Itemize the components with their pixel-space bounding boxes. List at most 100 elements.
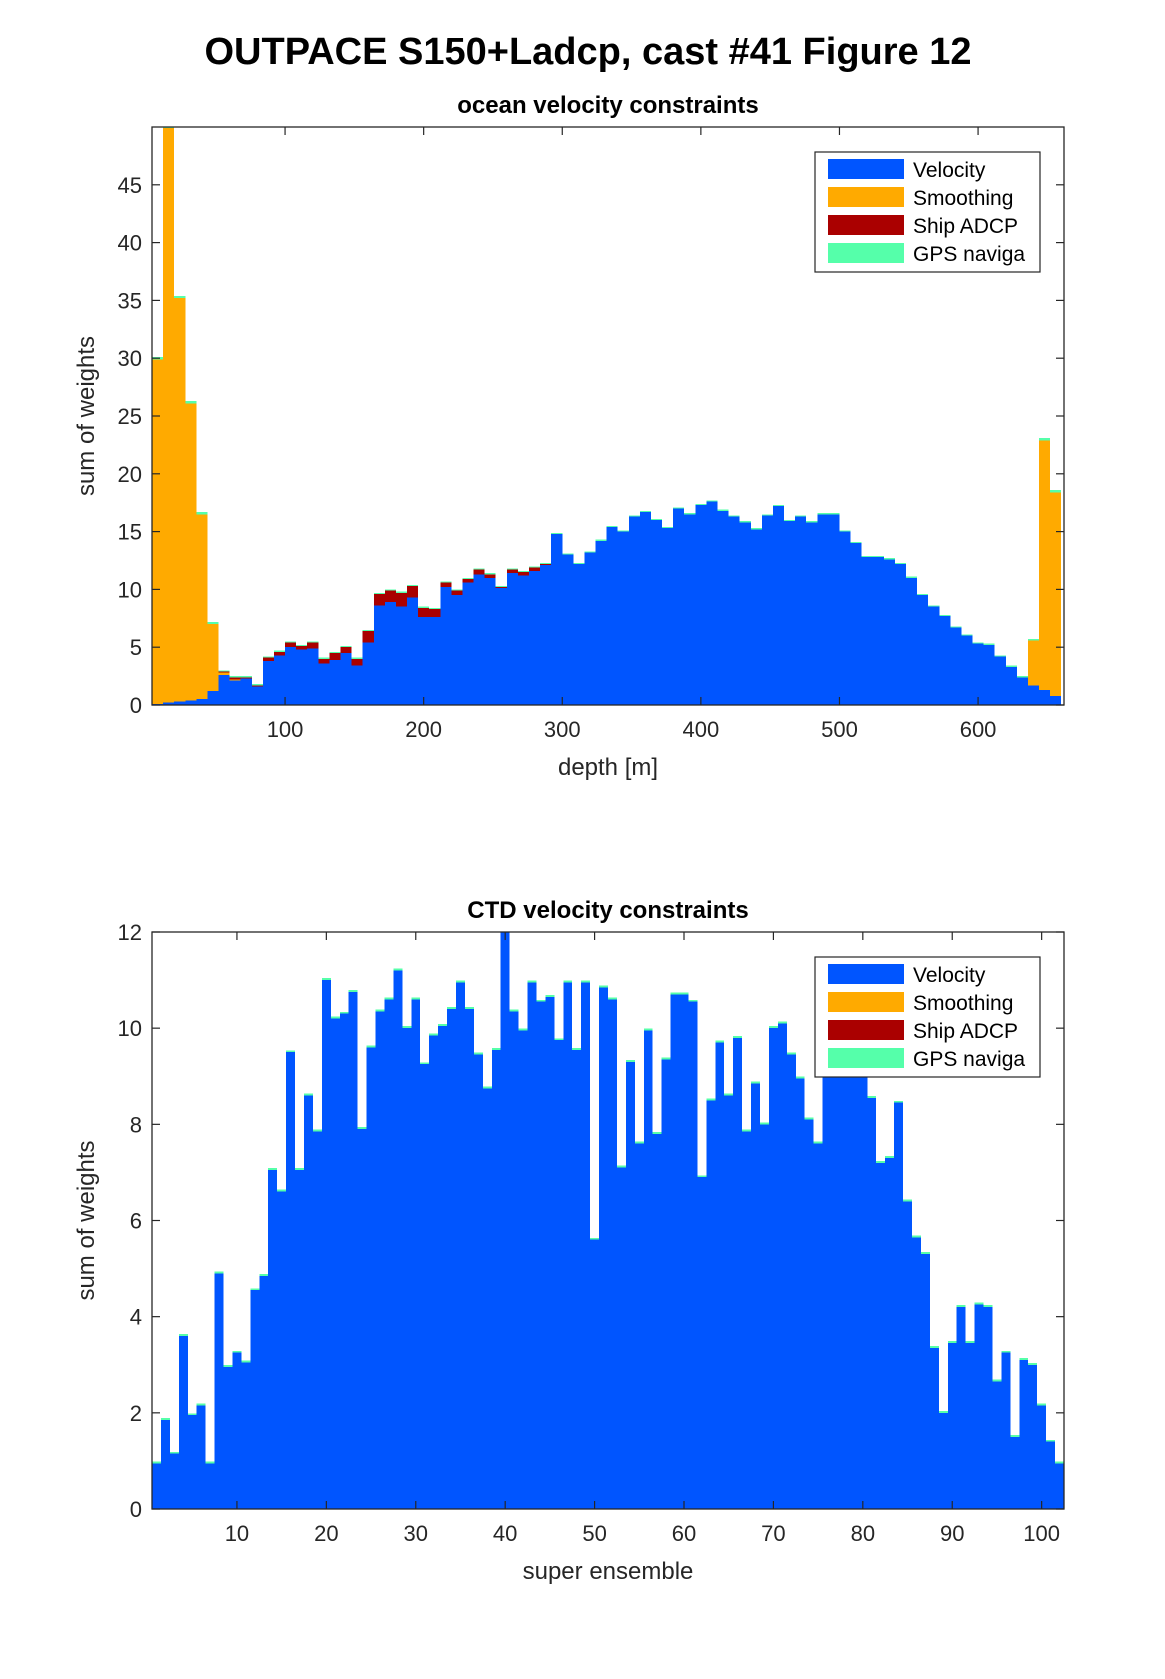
bar-ship-adcp-56 (218, 671, 230, 673)
bar-ship-adcp-256 (495, 587, 507, 589)
bar-gps-naviga-368 (650, 518, 663, 521)
bar-ship-adcp-248 (484, 574, 496, 578)
y-tick-label: 0 (130, 1497, 142, 1522)
legend-swatch-velocity (828, 159, 904, 179)
bar-ship-adcp-104 (285, 642, 297, 648)
bar-gps-naviga-100 (1037, 1403, 1047, 1406)
bar-gps-naviga-616 (994, 655, 1006, 657)
bar-velocity-76 (822, 1049, 832, 1509)
bar-velocity-99 (1028, 1364, 1038, 1509)
bar-velocity-656 (1050, 695, 1062, 705)
bar-velocity-57 (652, 1133, 662, 1509)
bar-velocity-17 (295, 1170, 304, 1509)
x-tick-label: 10 (225, 1521, 249, 1546)
bars (152, 127, 1062, 705)
bar-velocity-35 (456, 982, 465, 1509)
bar-gps-naviga-61 (688, 999, 698, 1002)
bar-velocity-39 (491, 1049, 501, 1509)
bar-velocity-336 (606, 526, 618, 705)
bar-gps-naviga-1 (152, 1461, 161, 1464)
bar-gps-naviga-256 (495, 585, 507, 588)
y-tick-label: 12 (118, 920, 142, 945)
bar-gps-naviga-104 (285, 641, 297, 643)
x-tick-label: 300 (544, 717, 581, 742)
bar-velocity-74 (804, 1119, 814, 1509)
bar-velocity-7 (205, 1463, 215, 1509)
bar-ship-adcp-144 (340, 647, 352, 653)
bar-gps-naviga-552 (905, 576, 918, 578)
bar-ship-adcp-112 (296, 646, 308, 650)
bar-velocity-96 (1001, 1352, 1011, 1509)
bar-velocity-136 (329, 659, 341, 705)
bar-gps-naviga-400 (695, 503, 707, 506)
bar-velocity-24 (174, 701, 186, 705)
bar-velocity-40 (500, 932, 510, 1509)
y-tick-label: 8 (130, 1112, 142, 1137)
bar-velocity-65 (724, 1095, 734, 1509)
bar-velocity-608 (983, 644, 995, 705)
bar-velocity-520 (861, 557, 873, 705)
chart-title: CTD velocity constraints (467, 897, 748, 924)
bar-gps-naviga-440 (750, 528, 762, 530)
bar-gps-naviga-408 (706, 500, 718, 502)
bar-velocity-5 (187, 1415, 197, 1509)
bar-gps-naviga-19 (312, 1129, 322, 1132)
bar-gps-naviga-75 (813, 1141, 823, 1144)
bar-velocity-67 (742, 1131, 752, 1509)
bar-gps-naviga-20 (321, 978, 331, 981)
bar-velocity-424 (728, 516, 740, 705)
legend-swatch-smoothing (828, 187, 904, 207)
bar-smoothing-640 (1027, 640, 1040, 686)
bar-gps-naviga-464 (784, 520, 796, 522)
bar-velocity-92 (965, 1343, 975, 1509)
bar-velocity-376 (662, 528, 674, 705)
bar-velocity-200 (418, 617, 430, 705)
bar-velocity-552 (905, 577, 918, 705)
bar-gps-naviga-27 (384, 997, 394, 1000)
bar-velocity-18 (304, 1095, 313, 1509)
bar-gps-naviga-31 (420, 1062, 430, 1065)
bar-gps-naviga-392 (684, 513, 696, 515)
bar-gps-naviga-82 (876, 1160, 886, 1163)
chart-title: ocean velocity constraints (457, 92, 758, 119)
bar-velocity-384 (673, 508, 685, 705)
bar-velocity-176 (384, 602, 396, 705)
bar-velocity-80 (251, 686, 263, 705)
bar-gps-naviga-58 (661, 1057, 671, 1060)
bar-gps-naviga-584 (950, 626, 962, 628)
bar-gps-naviga-54 (625, 1059, 635, 1062)
bar-ship-adcp-272 (517, 572, 529, 576)
y-tick-label: 10 (118, 1016, 142, 1041)
bar-velocity-3 (169, 1453, 179, 1509)
x-tick-label: 90 (940, 1521, 964, 1546)
bar-ship-adcp-216 (440, 582, 452, 588)
y-tick-label: 45 (118, 173, 142, 198)
bar-gps-naviga-41 (509, 1009, 519, 1012)
bar-ship-adcp-176 (384, 590, 396, 603)
bar-velocity-448 (761, 515, 773, 705)
bar-gps-naviga-224 (451, 589, 463, 591)
bars (152, 932, 1064, 1509)
bar-velocity-37 (473, 1054, 483, 1509)
bar-gps-naviga-536 (883, 558, 895, 560)
bar-gps-naviga-83 (885, 1156, 895, 1158)
bar-gps-naviga-344 (617, 530, 629, 532)
bar-velocity-104 (285, 647, 297, 705)
bar-velocity-312 (573, 563, 585, 705)
bar-ship-adcp-136 (329, 652, 341, 660)
bar-velocity-72 (786, 1054, 796, 1509)
bar-gps-naviga-13 (259, 1273, 269, 1276)
bar-velocity-20 (321, 980, 331, 1509)
bar-gps-naviga-2 (160, 1418, 170, 1421)
bar-gps-naviga-632 (1016, 676, 1028, 678)
legend-swatch-ship-adcp (828, 1020, 904, 1040)
bar-gps-naviga-432 (739, 521, 751, 523)
bar-velocity-192 (407, 597, 419, 705)
bar-velocity-91 (956, 1307, 966, 1509)
bar-velocity-40 (196, 699, 208, 705)
bar-velocity-568 (928, 606, 940, 705)
legend: Velocity Smoothing Ship ADCP GPS naviga (814, 956, 1041, 1078)
bar-velocity-480 (806, 522, 818, 705)
bar-gps-naviga-34 (447, 1007, 456, 1009)
y-tick-label: 35 (118, 288, 142, 313)
